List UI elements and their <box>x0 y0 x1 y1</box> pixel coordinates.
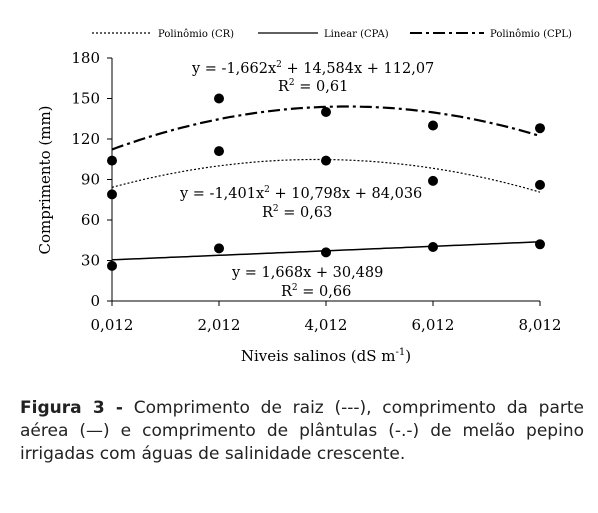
x-tick-label: 8,012 <box>519 316 562 334</box>
x-tick-label: 0,012 <box>91 316 134 334</box>
chart: Polinômio (CR) Linear (CPA) Polinômio (C… <box>36 29 572 365</box>
data-point <box>107 155 117 166</box>
data-point <box>321 247 331 258</box>
legend: Polinômio (CR) Linear (CPA) Polinômio (C… <box>92 29 572 40</box>
r2-cpl: R2 = 0,61 <box>278 78 348 95</box>
data-point <box>321 107 331 117</box>
r2-cpa: R2 = 0,66 <box>281 283 351 300</box>
x-tick-label: 6,012 <box>412 316 455 334</box>
y-tick-label: 60 <box>81 211 100 229</box>
y-axis-label: Comprimento (mm) <box>36 105 54 254</box>
y-tick-label: 150 <box>71 90 100 108</box>
data-point <box>107 189 117 200</box>
x-axis-label: Niveis salinos (dS m-1) <box>241 347 411 365</box>
equation-cr: y = -1,401x2 + 10,798x + 84,036 <box>179 185 422 202</box>
data-point <box>428 175 438 186</box>
legend-label-cpa: Linear (CPA) <box>324 29 389 40</box>
y-tick-label: 180 <box>71 49 100 67</box>
caption-label: Figura 3 - <box>20 398 123 418</box>
y-tick-label: 0 <box>90 292 100 310</box>
equation-cpa: y = 1,668x + 30,489 <box>231 265 383 281</box>
legend-label-cpl: Polinômio (CPL) <box>490 29 572 40</box>
y-tick-label: 120 <box>71 130 100 148</box>
data-point <box>321 155 331 166</box>
x-ticks: 0,012 2,012 4,012 6,012 8,012 <box>91 301 562 334</box>
y-tick-label: 90 <box>81 171 100 189</box>
trend-lines <box>111 105 541 261</box>
caption-text: Comprimento de raiz (---), comprimento d… <box>20 398 584 464</box>
data-points <box>107 93 545 271</box>
equation-cpl: y = -1,662x2 + 14,584x + 112,07 <box>191 60 434 77</box>
x-tick-label: 4,012 <box>305 316 348 334</box>
y-tick-label: 30 <box>81 252 100 270</box>
legend-label-cr: Polinômio (CR) <box>158 29 234 40</box>
data-point <box>214 243 224 254</box>
data-point <box>107 260 117 271</box>
y-ticks: 0 30 60 90 120 150 180 <box>71 49 112 310</box>
data-point <box>214 93 224 104</box>
data-point <box>535 123 545 134</box>
data-point <box>428 242 438 252</box>
data-point <box>214 146 224 157</box>
r2-cr: R2 = 0,63 <box>262 204 332 221</box>
data-point <box>535 239 545 250</box>
x-tick-label: 2,012 <box>198 316 241 334</box>
data-point <box>428 120 438 131</box>
trendline-cpl <box>111 105 541 151</box>
data-point <box>535 179 545 190</box>
figure-caption: Figura 3 - Comprimento de raiz (---), co… <box>20 397 584 466</box>
